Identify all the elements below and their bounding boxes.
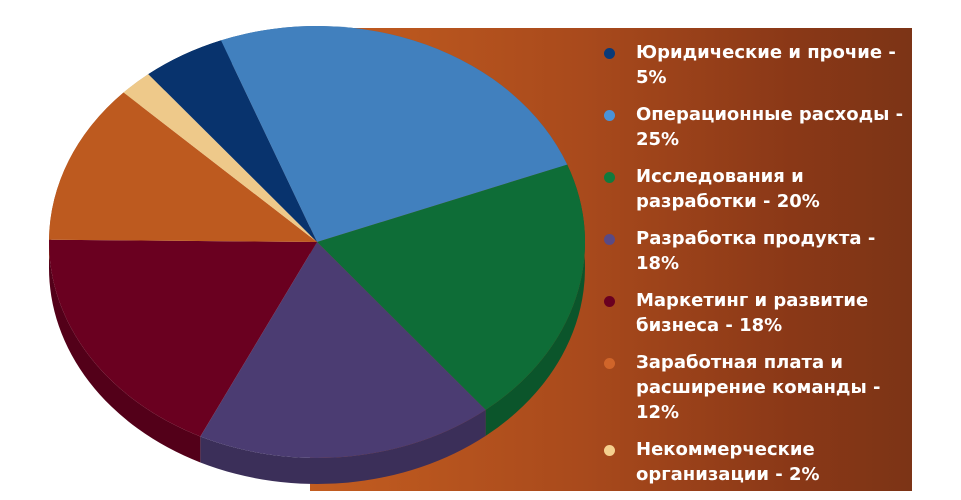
legend-label: Исследования и разработки - 20% — [636, 166, 820, 212]
legend-label: Маркетинг и развитие бизнеса - 18% — [636, 290, 869, 336]
legend-dot-icon — [604, 48, 615, 59]
legend-label: Операционные расходы - 25% — [636, 104, 904, 150]
legend-item: Маркетинг и развитие бизнеса - 18% — [604, 288, 904, 338]
legend-label: Заработная плата и расширение команды - … — [636, 352, 881, 423]
legend-item: Некоммерческие организации - 2% — [604, 437, 904, 487]
legend-label: Разработка продукта - 18% — [636, 228, 876, 274]
legend-dot-icon — [604, 296, 615, 307]
legend-item: Заработная плата и расширение команды - … — [604, 350, 904, 425]
legend: Юридические и прочие - 5% Операционные ра… — [604, 40, 904, 499]
pie-slice-4 — [49, 92, 317, 243]
legend-dot-icon — [604, 110, 615, 121]
pie-slice-5 — [123, 74, 317, 242]
legend-dot-icon — [604, 358, 615, 369]
pie-slice-side-3 — [49, 239, 201, 463]
legend-label: Некоммерческие организации - 2% — [636, 439, 820, 485]
pie-slice-6 — [148, 40, 317, 243]
pie-slice-3 — [49, 239, 317, 437]
legend-item: Разработка продукта - 18% — [604, 226, 904, 276]
legend-item: Операционные расходы - 25% — [604, 102, 904, 152]
legend-label: Юридические и прочие - 5% — [636, 42, 896, 88]
legend-dot-icon — [604, 172, 615, 183]
legend-item: Исследования и разработки - 20% — [604, 164, 904, 214]
legend-dot-icon — [604, 234, 615, 245]
legend-dot-icon — [604, 445, 615, 456]
pie-slice-2 — [200, 242, 486, 458]
pie-slice-side-2 — [200, 409, 486, 484]
pie-slice-0 — [220, 26, 568, 243]
pie-slice-1 — [317, 164, 585, 410]
legend-item: Юридические и прочие - 5% — [604, 40, 904, 90]
